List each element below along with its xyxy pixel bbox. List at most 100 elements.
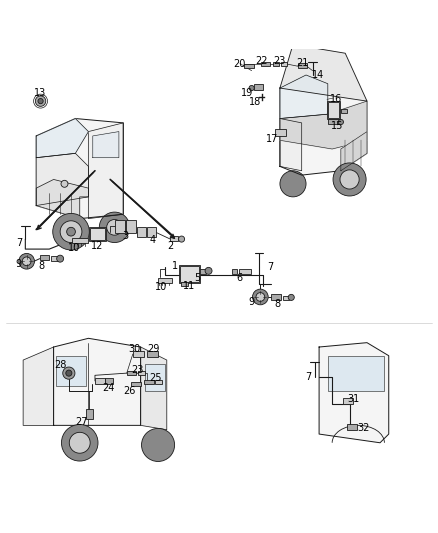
Text: 22: 22 (255, 56, 268, 66)
Text: 27: 27 (76, 417, 88, 427)
Bar (261, 62, 270, 66)
Text: 15: 15 (331, 122, 343, 131)
Bar (126, 220, 136, 232)
Text: 11: 11 (183, 281, 195, 291)
Text: 29: 29 (148, 344, 160, 354)
Text: 17: 17 (266, 134, 279, 144)
Bar (95, 378, 105, 384)
Polygon shape (280, 75, 328, 118)
Bar (254, 84, 263, 90)
Circle shape (61, 180, 68, 187)
Text: 19: 19 (241, 88, 254, 98)
Bar (127, 371, 136, 375)
Text: 7: 7 (267, 262, 273, 272)
Polygon shape (319, 343, 389, 443)
Text: 23: 23 (273, 56, 285, 66)
Bar (181, 282, 187, 286)
Bar (86, 409, 93, 419)
Circle shape (288, 294, 294, 301)
Polygon shape (36, 118, 88, 158)
Text: 5: 5 (194, 273, 200, 283)
Text: 9: 9 (16, 260, 22, 269)
Text: 21: 21 (297, 58, 309, 68)
Text: 20: 20 (234, 59, 246, 69)
Circle shape (333, 163, 366, 196)
Text: 4: 4 (150, 236, 156, 245)
Polygon shape (280, 84, 367, 175)
Circle shape (249, 85, 254, 91)
Bar (239, 269, 251, 274)
Text: 9: 9 (249, 297, 255, 307)
Bar (244, 64, 254, 68)
Circle shape (57, 255, 64, 262)
Circle shape (338, 119, 343, 125)
Bar (343, 398, 353, 403)
Text: 13: 13 (35, 88, 47, 98)
Bar (131, 382, 141, 386)
Bar (40, 255, 49, 261)
Circle shape (205, 268, 212, 274)
Circle shape (141, 429, 175, 462)
Bar (188, 269, 206, 274)
Polygon shape (36, 180, 88, 219)
Circle shape (60, 221, 82, 243)
Bar (179, 265, 200, 283)
Bar (328, 119, 339, 124)
Text: 10: 10 (68, 243, 81, 253)
Text: 14: 14 (312, 70, 325, 80)
Circle shape (179, 236, 185, 242)
Circle shape (107, 220, 122, 235)
Text: 3: 3 (122, 231, 128, 241)
Circle shape (340, 170, 359, 189)
Text: 18: 18 (249, 98, 261, 108)
Bar (347, 424, 357, 430)
Text: 28: 28 (54, 360, 66, 370)
Circle shape (256, 293, 265, 301)
Text: 1: 1 (172, 261, 178, 271)
Bar (56, 356, 86, 386)
Text: 6: 6 (237, 273, 243, 283)
Bar (271, 294, 281, 300)
Text: 32: 32 (357, 423, 370, 433)
Text: 8: 8 (39, 261, 45, 271)
Bar (158, 278, 172, 282)
Polygon shape (36, 118, 123, 219)
Polygon shape (280, 45, 367, 101)
Bar (341, 109, 347, 114)
Bar (298, 63, 307, 68)
Circle shape (63, 367, 75, 379)
Circle shape (253, 289, 268, 305)
Polygon shape (280, 101, 367, 149)
Circle shape (280, 171, 306, 197)
Bar (147, 351, 158, 357)
Bar (328, 356, 385, 391)
Circle shape (53, 213, 89, 250)
Bar (275, 129, 286, 136)
Circle shape (99, 212, 130, 243)
Circle shape (69, 432, 90, 453)
Bar (51, 256, 58, 261)
Text: 7: 7 (305, 373, 311, 383)
Circle shape (19, 254, 35, 269)
Text: 25: 25 (150, 373, 162, 383)
Text: 31: 31 (347, 394, 359, 404)
Bar (137, 228, 146, 237)
Text: 30: 30 (128, 344, 140, 354)
Circle shape (38, 99, 43, 104)
Bar (232, 269, 237, 274)
Polygon shape (23, 347, 53, 425)
Circle shape (66, 370, 72, 376)
Text: 12: 12 (92, 240, 104, 251)
Text: 2: 2 (167, 240, 173, 251)
Bar (328, 102, 339, 118)
Bar (145, 365, 165, 391)
Text: 10: 10 (155, 282, 168, 292)
Bar (327, 101, 340, 118)
Bar (283, 296, 289, 300)
Bar (138, 371, 145, 375)
Text: 8: 8 (275, 300, 281, 309)
Bar (72, 238, 88, 244)
Bar (147, 228, 156, 237)
Polygon shape (53, 338, 141, 425)
Text: 7: 7 (17, 238, 23, 248)
